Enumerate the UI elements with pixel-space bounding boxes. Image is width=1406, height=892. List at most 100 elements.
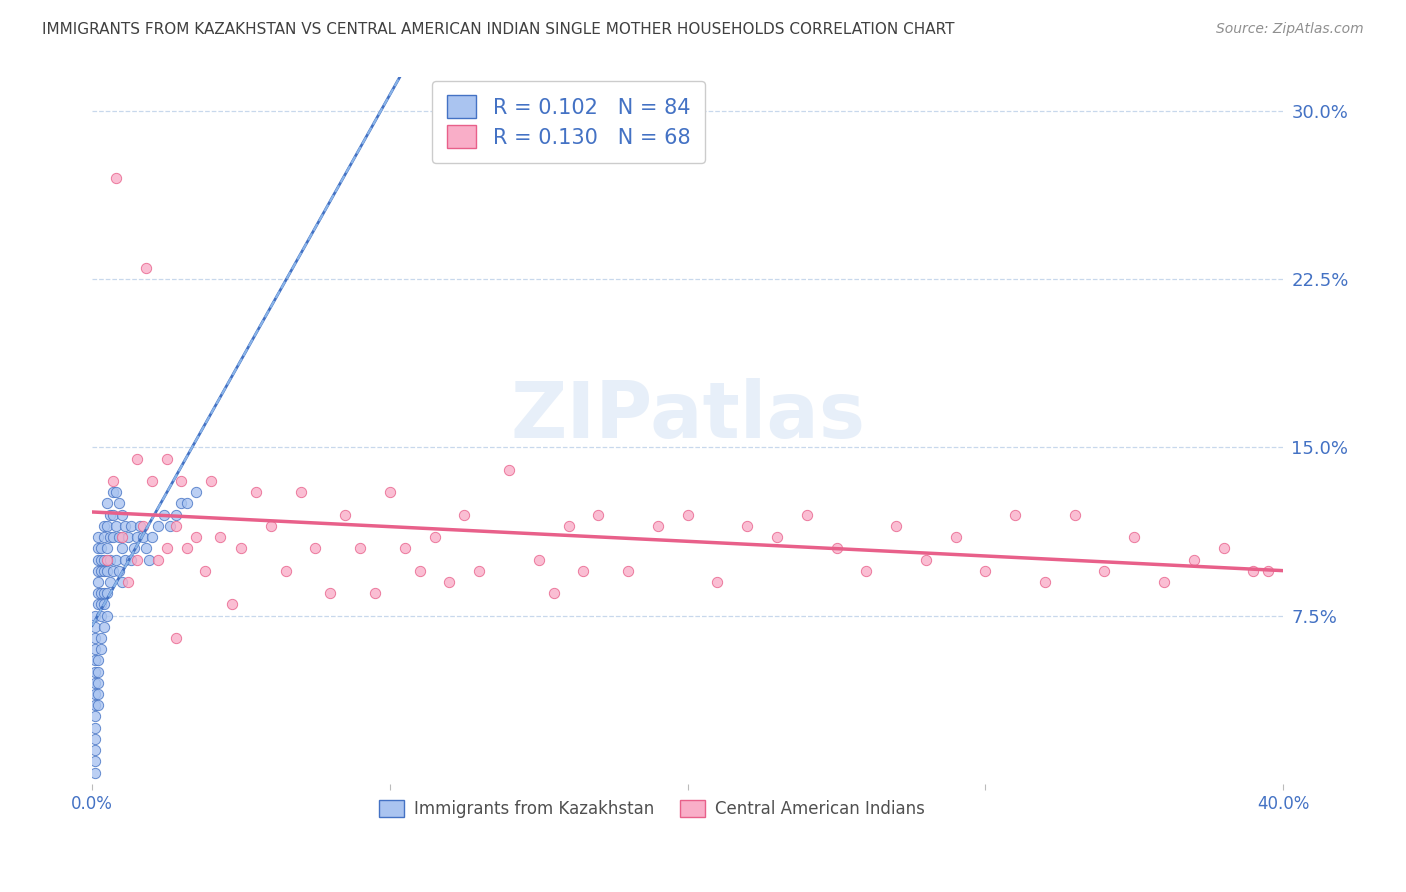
Point: [87, 598, 110, 612]
Point: [93, 530, 115, 544]
Point: [335, 508, 357, 522]
Point: [170, 474, 193, 488]
Point: [128, 519, 150, 533]
Point: [527, 552, 550, 566]
Point: [120, 552, 142, 566]
Point: [93, 598, 115, 612]
Point: [138, 552, 160, 566]
Point: [229, 541, 252, 556]
Point: [96, 519, 118, 533]
Point: [468, 564, 491, 578]
Legend: Immigrants from Kazakhstan, Central American Indians: Immigrants from Kazakhstan, Central Amer…: [373, 793, 931, 825]
Point: [87, 653, 110, 667]
Point: [146, 519, 169, 533]
Point: [378, 485, 401, 500]
Point: [87, 530, 110, 544]
Point: [90, 631, 112, 645]
Point: [170, 496, 193, 510]
Point: [194, 564, 217, 578]
Point: [159, 519, 181, 533]
Point: [93, 519, 115, 533]
Point: [135, 260, 157, 275]
Point: [165, 519, 187, 533]
Point: [84, 721, 107, 735]
Point: [186, 530, 208, 544]
Point: [1182, 552, 1205, 566]
Point: [1153, 574, 1175, 589]
Point: [98, 530, 121, 544]
Point: [84, 709, 107, 723]
Point: [87, 676, 110, 690]
Point: [111, 530, 134, 544]
Point: [557, 519, 579, 533]
Point: [855, 564, 877, 578]
Point: [101, 530, 124, 544]
Point: [364, 586, 387, 600]
Point: [90, 541, 112, 556]
Point: [84, 631, 107, 645]
Point: [105, 171, 128, 186]
Point: [84, 731, 107, 746]
Point: [96, 586, 118, 600]
Point: [87, 665, 110, 679]
Point: [439, 574, 461, 589]
Point: [84, 642, 107, 657]
Point: [200, 474, 222, 488]
Point: [260, 519, 283, 533]
Point: [1094, 564, 1116, 578]
Point: [974, 564, 997, 578]
Point: [96, 608, 118, 623]
Text: IMMIGRANTS FROM KAZAKHSTAN VS CENTRAL AMERICAN INDIAN SINGLE MOTHER HOUSEHOLDS C: IMMIGRANTS FROM KAZAKHSTAN VS CENTRAL AM…: [42, 22, 955, 37]
Point: [87, 586, 110, 600]
Point: [155, 451, 177, 466]
Point: [135, 541, 157, 556]
Point: [152, 508, 174, 522]
Point: [884, 519, 907, 533]
Point: [90, 598, 112, 612]
Point: [101, 508, 124, 522]
Point: [84, 698, 107, 713]
Point: [588, 508, 610, 522]
Point: [84, 687, 107, 701]
Point: [101, 564, 124, 578]
Point: [84, 608, 107, 623]
Point: [319, 586, 342, 600]
Point: [423, 530, 446, 544]
Point: [394, 541, 416, 556]
Point: [114, 519, 136, 533]
Point: [84, 620, 107, 634]
Point: [1063, 508, 1085, 522]
Point: [96, 564, 118, 578]
Point: [84, 754, 107, 768]
Point: [176, 496, 198, 510]
Point: [87, 574, 110, 589]
Point: [165, 631, 187, 645]
Point: [543, 586, 565, 600]
Point: [84, 765, 107, 780]
Point: [105, 552, 128, 566]
Point: [706, 574, 728, 589]
Point: [101, 485, 124, 500]
Point: [141, 474, 163, 488]
Point: [176, 541, 198, 556]
Text: Source: ZipAtlas.com: Source: ZipAtlas.com: [1216, 22, 1364, 37]
Point: [1123, 530, 1146, 544]
Point: [453, 508, 475, 522]
Point: [408, 564, 430, 578]
Point: [87, 541, 110, 556]
Point: [141, 530, 163, 544]
Point: [111, 574, 134, 589]
Point: [90, 564, 112, 578]
Point: [108, 564, 131, 578]
Point: [290, 485, 312, 500]
Point: [186, 485, 208, 500]
Point: [766, 530, 789, 544]
Point: [825, 541, 848, 556]
Point: [93, 586, 115, 600]
Point: [165, 508, 187, 522]
Point: [122, 541, 145, 556]
Point: [1241, 564, 1264, 578]
Point: [87, 564, 110, 578]
Point: [111, 508, 134, 522]
Point: [108, 530, 131, 544]
